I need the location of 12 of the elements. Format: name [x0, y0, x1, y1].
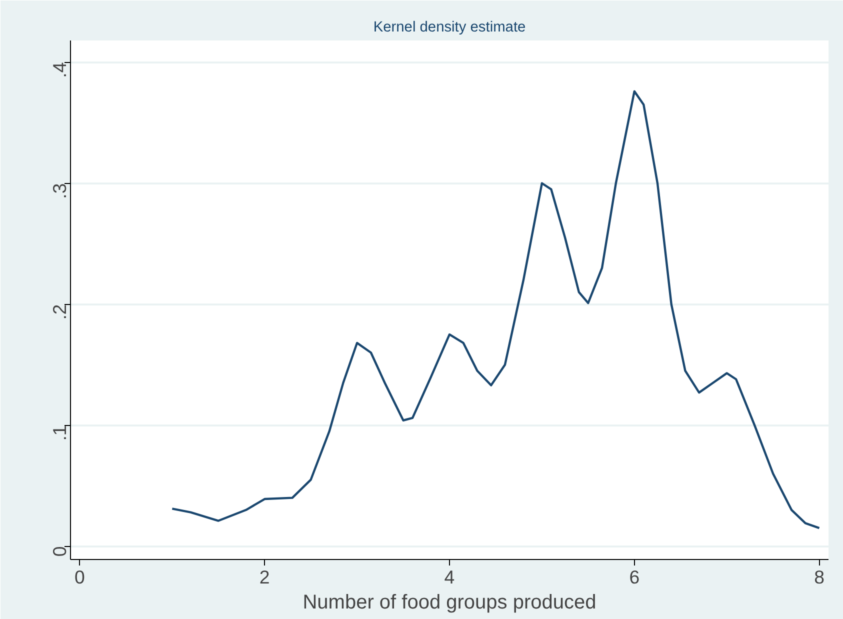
x-axis-title: Number of food groups produced [302, 592, 596, 614]
x-tick-label: 0 [74, 566, 85, 588]
x-tick-label: 4 [444, 566, 455, 588]
x-tick-label: 2 [259, 566, 270, 588]
y-tick-label: .4 [49, 62, 70, 78]
chart-title: Kernel density estimate [373, 20, 526, 36]
y-tick-label: .2 [49, 304, 70, 320]
y-tick-label: .1 [49, 425, 70, 441]
x-tick-label: 8 [814, 566, 824, 588]
y-tick-label: 0 [49, 546, 70, 557]
x-tick-label: 6 [629, 566, 640, 588]
y-tick-label: .3 [49, 183, 70, 199]
